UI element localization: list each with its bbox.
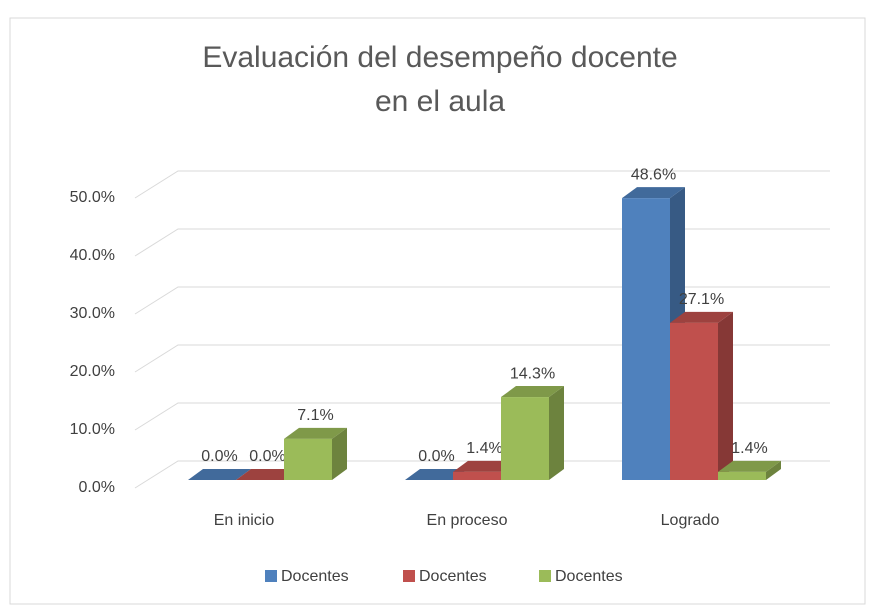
bar-side	[766, 460, 781, 480]
legend-label: Docentes	[419, 568, 487, 585]
bar-top	[284, 427, 347, 439]
bar-side	[549, 386, 564, 480]
bar-top	[670, 311, 733, 323]
bar-front	[453, 471, 501, 480]
legend-swatch	[403, 570, 415, 582]
bar	[188, 469, 251, 480]
y-tick-label: 30.0%	[70, 305, 115, 322]
bar-front	[718, 471, 766, 480]
data-label: 1.4%	[466, 440, 502, 457]
grid-line	[134, 228, 830, 257]
grid-line	[134, 344, 830, 373]
bar	[501, 386, 564, 480]
bar	[236, 469, 299, 480]
bar	[718, 460, 781, 480]
data-label: 27.1%	[679, 291, 724, 308]
grid-line	[134, 286, 830, 315]
legend-swatch	[539, 570, 551, 582]
bar-top	[718, 460, 781, 472]
bar-top	[236, 469, 299, 480]
bar-front	[501, 397, 549, 480]
bar	[284, 427, 347, 480]
bar-side	[718, 311, 733, 480]
data-label: 14.3%	[510, 365, 555, 382]
bar-front	[670, 322, 718, 480]
bar-side	[332, 427, 347, 480]
bar-top	[501, 386, 564, 398]
chart-title: Evaluación del desempeño docente en el a…	[202, 41, 678, 118]
bar	[622, 187, 685, 480]
x-tick-label: En proceso	[427, 512, 508, 529]
y-tick-label: 50.0%	[70, 189, 115, 206]
chart-frame	[9, 17, 866, 605]
grid-line	[134, 402, 830, 431]
bar-front	[622, 198, 670, 480]
data-label: 0.0%	[201, 448, 237, 465]
y-tick-label: 40.0%	[70, 247, 115, 264]
data-label: 1.4%	[731, 440, 767, 457]
legend-swatch	[265, 570, 277, 582]
bar	[670, 311, 733, 480]
x-tick-label: Logrado	[661, 512, 720, 529]
grid-line	[134, 170, 830, 199]
bar-top	[622, 187, 685, 199]
bar-top	[405, 469, 468, 480]
bar-top	[453, 460, 516, 472]
y-tick-label: 10.0%	[70, 421, 115, 438]
data-label: 48.6%	[631, 166, 676, 183]
x-tick-label: En inicio	[214, 512, 275, 529]
bar-top	[188, 469, 251, 480]
data-label: 0.0%	[418, 448, 454, 465]
y-tick-label: 20.0%	[70, 363, 115, 380]
legend-label: Docentes	[555, 568, 623, 585]
data-label: 7.1%	[297, 407, 333, 424]
bar-front	[284, 438, 332, 480]
bar	[405, 469, 468, 480]
legend-label: Docentes	[281, 568, 349, 585]
y-tick-label: 0.0%	[79, 479, 115, 496]
data-label: 0.0%	[249, 448, 285, 465]
grid-line	[134, 460, 830, 489]
